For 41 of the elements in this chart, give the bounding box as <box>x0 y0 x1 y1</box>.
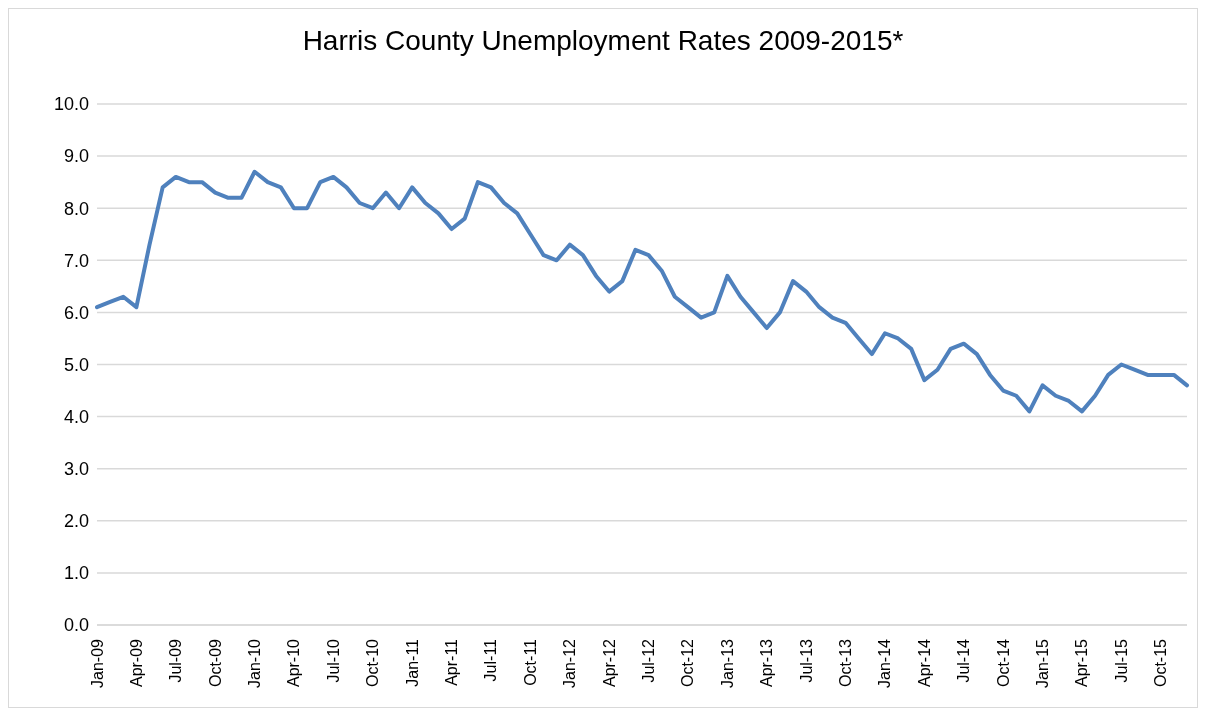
x-tick-label: Oct-15 <box>1152 638 1170 688</box>
x-tick-label: Jul-10 <box>324 638 342 683</box>
x-tick-label: Jan-13 <box>718 638 736 688</box>
x-tick-label: Apr-09 <box>127 638 145 688</box>
y-tick-label: 5.0 <box>63 354 89 375</box>
x-tick-label: Jul-12 <box>640 638 658 683</box>
x-tick-label: Jan-12 <box>561 638 579 688</box>
y-tick-label: 8.0 <box>63 198 89 219</box>
x-tick-label: Apr-15 <box>1073 638 1091 688</box>
y-tick-label: 4.0 <box>63 406 89 427</box>
x-tick-label: Apr-14 <box>915 638 933 688</box>
line-series <box>95 169 1189 414</box>
x-tick-label: Jan-10 <box>246 638 264 688</box>
x-tick-label: Apr-11 <box>443 638 461 686</box>
x-tick-label: Oct-13 <box>837 638 855 688</box>
y-tick-label: 0.0 <box>63 615 89 636</box>
x-tick-label: Jul-13 <box>797 638 815 683</box>
y-tick-label: 1.0 <box>63 563 89 584</box>
x-tick-label: Apr-13 <box>758 638 776 688</box>
y-tick-label: 6.0 <box>63 302 89 323</box>
x-tick-label: Oct-10 <box>364 638 382 688</box>
y-tick-label: 3.0 <box>63 459 89 480</box>
x-tick-label: Jul-14 <box>955 638 973 683</box>
x-tick-label: Jan-09 <box>88 638 106 688</box>
x-tick-label: Oct-09 <box>206 638 224 688</box>
chart-title: Harris County Unemployment Rates 2009-2015* <box>301 25 905 57</box>
y-tick-label: 10.0 <box>53 94 89 115</box>
x-tick-label: Oct-12 <box>679 638 697 688</box>
x-tick-label: Oct-11 <box>521 638 539 686</box>
y-tick-label: 7.0 <box>63 250 89 271</box>
y-tick-label: 2.0 <box>63 511 89 532</box>
x-tick-label: Jul-15 <box>1112 638 1130 683</box>
x-tick-label: Oct-14 <box>994 638 1012 688</box>
x-tick-label: Jan-15 <box>1034 638 1052 688</box>
x-tick-label: Jan-11 <box>403 638 421 687</box>
x-tick-label: Apr-10 <box>285 638 303 688</box>
x-tick-label: Jul-09 <box>167 638 185 683</box>
y-tick-label: 9.0 <box>63 146 89 167</box>
x-tick-label: Jul-11 <box>482 638 500 682</box>
x-tick-label: Jan-14 <box>876 638 894 688</box>
x-tick-label: Apr-12 <box>600 638 618 688</box>
